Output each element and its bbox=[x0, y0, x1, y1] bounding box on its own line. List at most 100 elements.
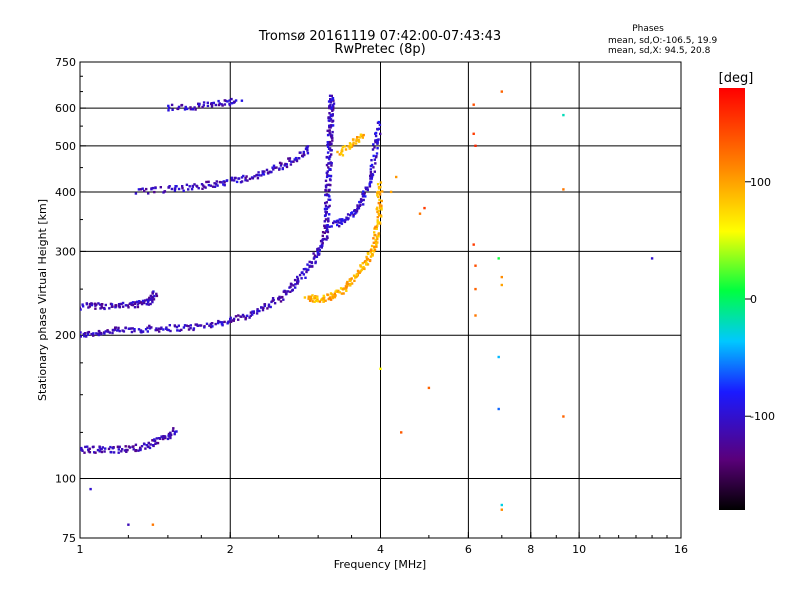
echo-point bbox=[241, 313, 245, 317]
echo-point bbox=[115, 329, 119, 332]
echo-point bbox=[210, 105, 214, 108]
echo-point bbox=[323, 226, 327, 229]
echo-point bbox=[117, 326, 120, 330]
echo-point bbox=[80, 308, 82, 311]
echo-point bbox=[322, 300, 325, 303]
echo-point bbox=[303, 296, 307, 299]
echo-point bbox=[191, 108, 195, 111]
echo-point bbox=[133, 302, 136, 305]
echo-point bbox=[136, 300, 139, 303]
echo-point bbox=[107, 447, 111, 451]
echo-point bbox=[92, 332, 95, 335]
echo-point bbox=[94, 304, 97, 307]
echo-point bbox=[190, 188, 194, 191]
echo-point bbox=[369, 177, 372, 180]
echo-point bbox=[322, 294, 325, 298]
echo-point bbox=[284, 162, 287, 166]
echo-point bbox=[288, 159, 291, 162]
echo-point bbox=[353, 279, 356, 282]
echo-point bbox=[364, 260, 367, 263]
echo-point bbox=[474, 287, 477, 291]
echo-point bbox=[326, 151, 330, 154]
echo-point bbox=[172, 427, 175, 430]
echo-point bbox=[185, 324, 188, 327]
echo-point bbox=[252, 311, 255, 315]
echo-point bbox=[353, 212, 357, 215]
echo-point bbox=[155, 327, 158, 330]
echo-point bbox=[255, 312, 259, 315]
colorbar-tick-label: -100 bbox=[750, 410, 775, 423]
echo-point bbox=[374, 134, 378, 138]
echo-point bbox=[230, 97, 233, 101]
echo-point bbox=[121, 305, 125, 308]
echo-point bbox=[167, 186, 170, 189]
echo-point bbox=[209, 325, 213, 329]
echo-point bbox=[147, 192, 150, 195]
echo-point bbox=[350, 277, 353, 280]
y-tick-label: 750 bbox=[55, 56, 76, 69]
echo-point bbox=[145, 187, 148, 191]
echo-point bbox=[176, 107, 180, 111]
echo-point bbox=[289, 290, 292, 293]
echo-point bbox=[358, 200, 361, 204]
echo-point bbox=[324, 193, 327, 197]
echo-point bbox=[198, 103, 201, 106]
echo-point bbox=[327, 174, 331, 177]
echo-point bbox=[148, 296, 151, 300]
echo-point bbox=[306, 263, 309, 266]
echo-point bbox=[378, 198, 381, 202]
echo-point bbox=[123, 449, 127, 452]
echo-point bbox=[144, 447, 147, 450]
echo-point bbox=[150, 326, 153, 329]
echo-point bbox=[423, 206, 426, 210]
echo-point bbox=[378, 187, 381, 190]
echo-point bbox=[226, 100, 229, 103]
echo-point bbox=[145, 303, 148, 306]
echo-point bbox=[240, 180, 244, 183]
echo-point bbox=[376, 192, 379, 195]
echo-point bbox=[299, 151, 302, 154]
echo-point bbox=[242, 174, 245, 178]
echo-point bbox=[379, 185, 382, 189]
echo-point bbox=[328, 225, 331, 228]
echo-point bbox=[181, 185, 184, 188]
echo-point bbox=[271, 166, 274, 169]
echo-point bbox=[300, 271, 303, 274]
echo-point bbox=[90, 302, 93, 305]
echo-point bbox=[107, 330, 110, 333]
echo-point bbox=[322, 297, 325, 300]
x-tick-label: 4 bbox=[377, 543, 384, 556]
echo-point bbox=[140, 302, 144, 306]
echo-point bbox=[151, 523, 155, 526]
echo-point bbox=[137, 188, 141, 191]
echo-point bbox=[372, 166, 375, 169]
echo-point bbox=[375, 245, 378, 248]
echo-point bbox=[133, 328, 136, 331]
echo-point bbox=[159, 327, 162, 330]
echo-point bbox=[351, 138, 355, 141]
echo-point bbox=[111, 331, 114, 335]
echo-point bbox=[262, 306, 265, 309]
echo-point bbox=[168, 324, 171, 327]
x-tick-label: 2 bbox=[227, 543, 234, 556]
chart-title: Tromsø 20161119 07:42:00-07:43:43 bbox=[258, 29, 501, 44]
echo-point bbox=[97, 302, 100, 305]
echo-point bbox=[296, 277, 300, 280]
echo-point bbox=[350, 212, 353, 215]
echo-point bbox=[325, 175, 329, 179]
echo-point bbox=[258, 309, 261, 313]
echo-point bbox=[139, 446, 142, 449]
echo-point bbox=[218, 180, 222, 184]
echo-point bbox=[336, 223, 339, 227]
echo-point bbox=[281, 167, 284, 171]
echo-point bbox=[328, 141, 332, 144]
echo-point bbox=[192, 328, 195, 332]
echo-point bbox=[104, 303, 107, 307]
echo-point bbox=[145, 444, 148, 447]
echo-point bbox=[369, 168, 372, 171]
echo-point bbox=[289, 282, 293, 285]
echo-point bbox=[256, 308, 259, 311]
echo-point bbox=[355, 210, 359, 213]
